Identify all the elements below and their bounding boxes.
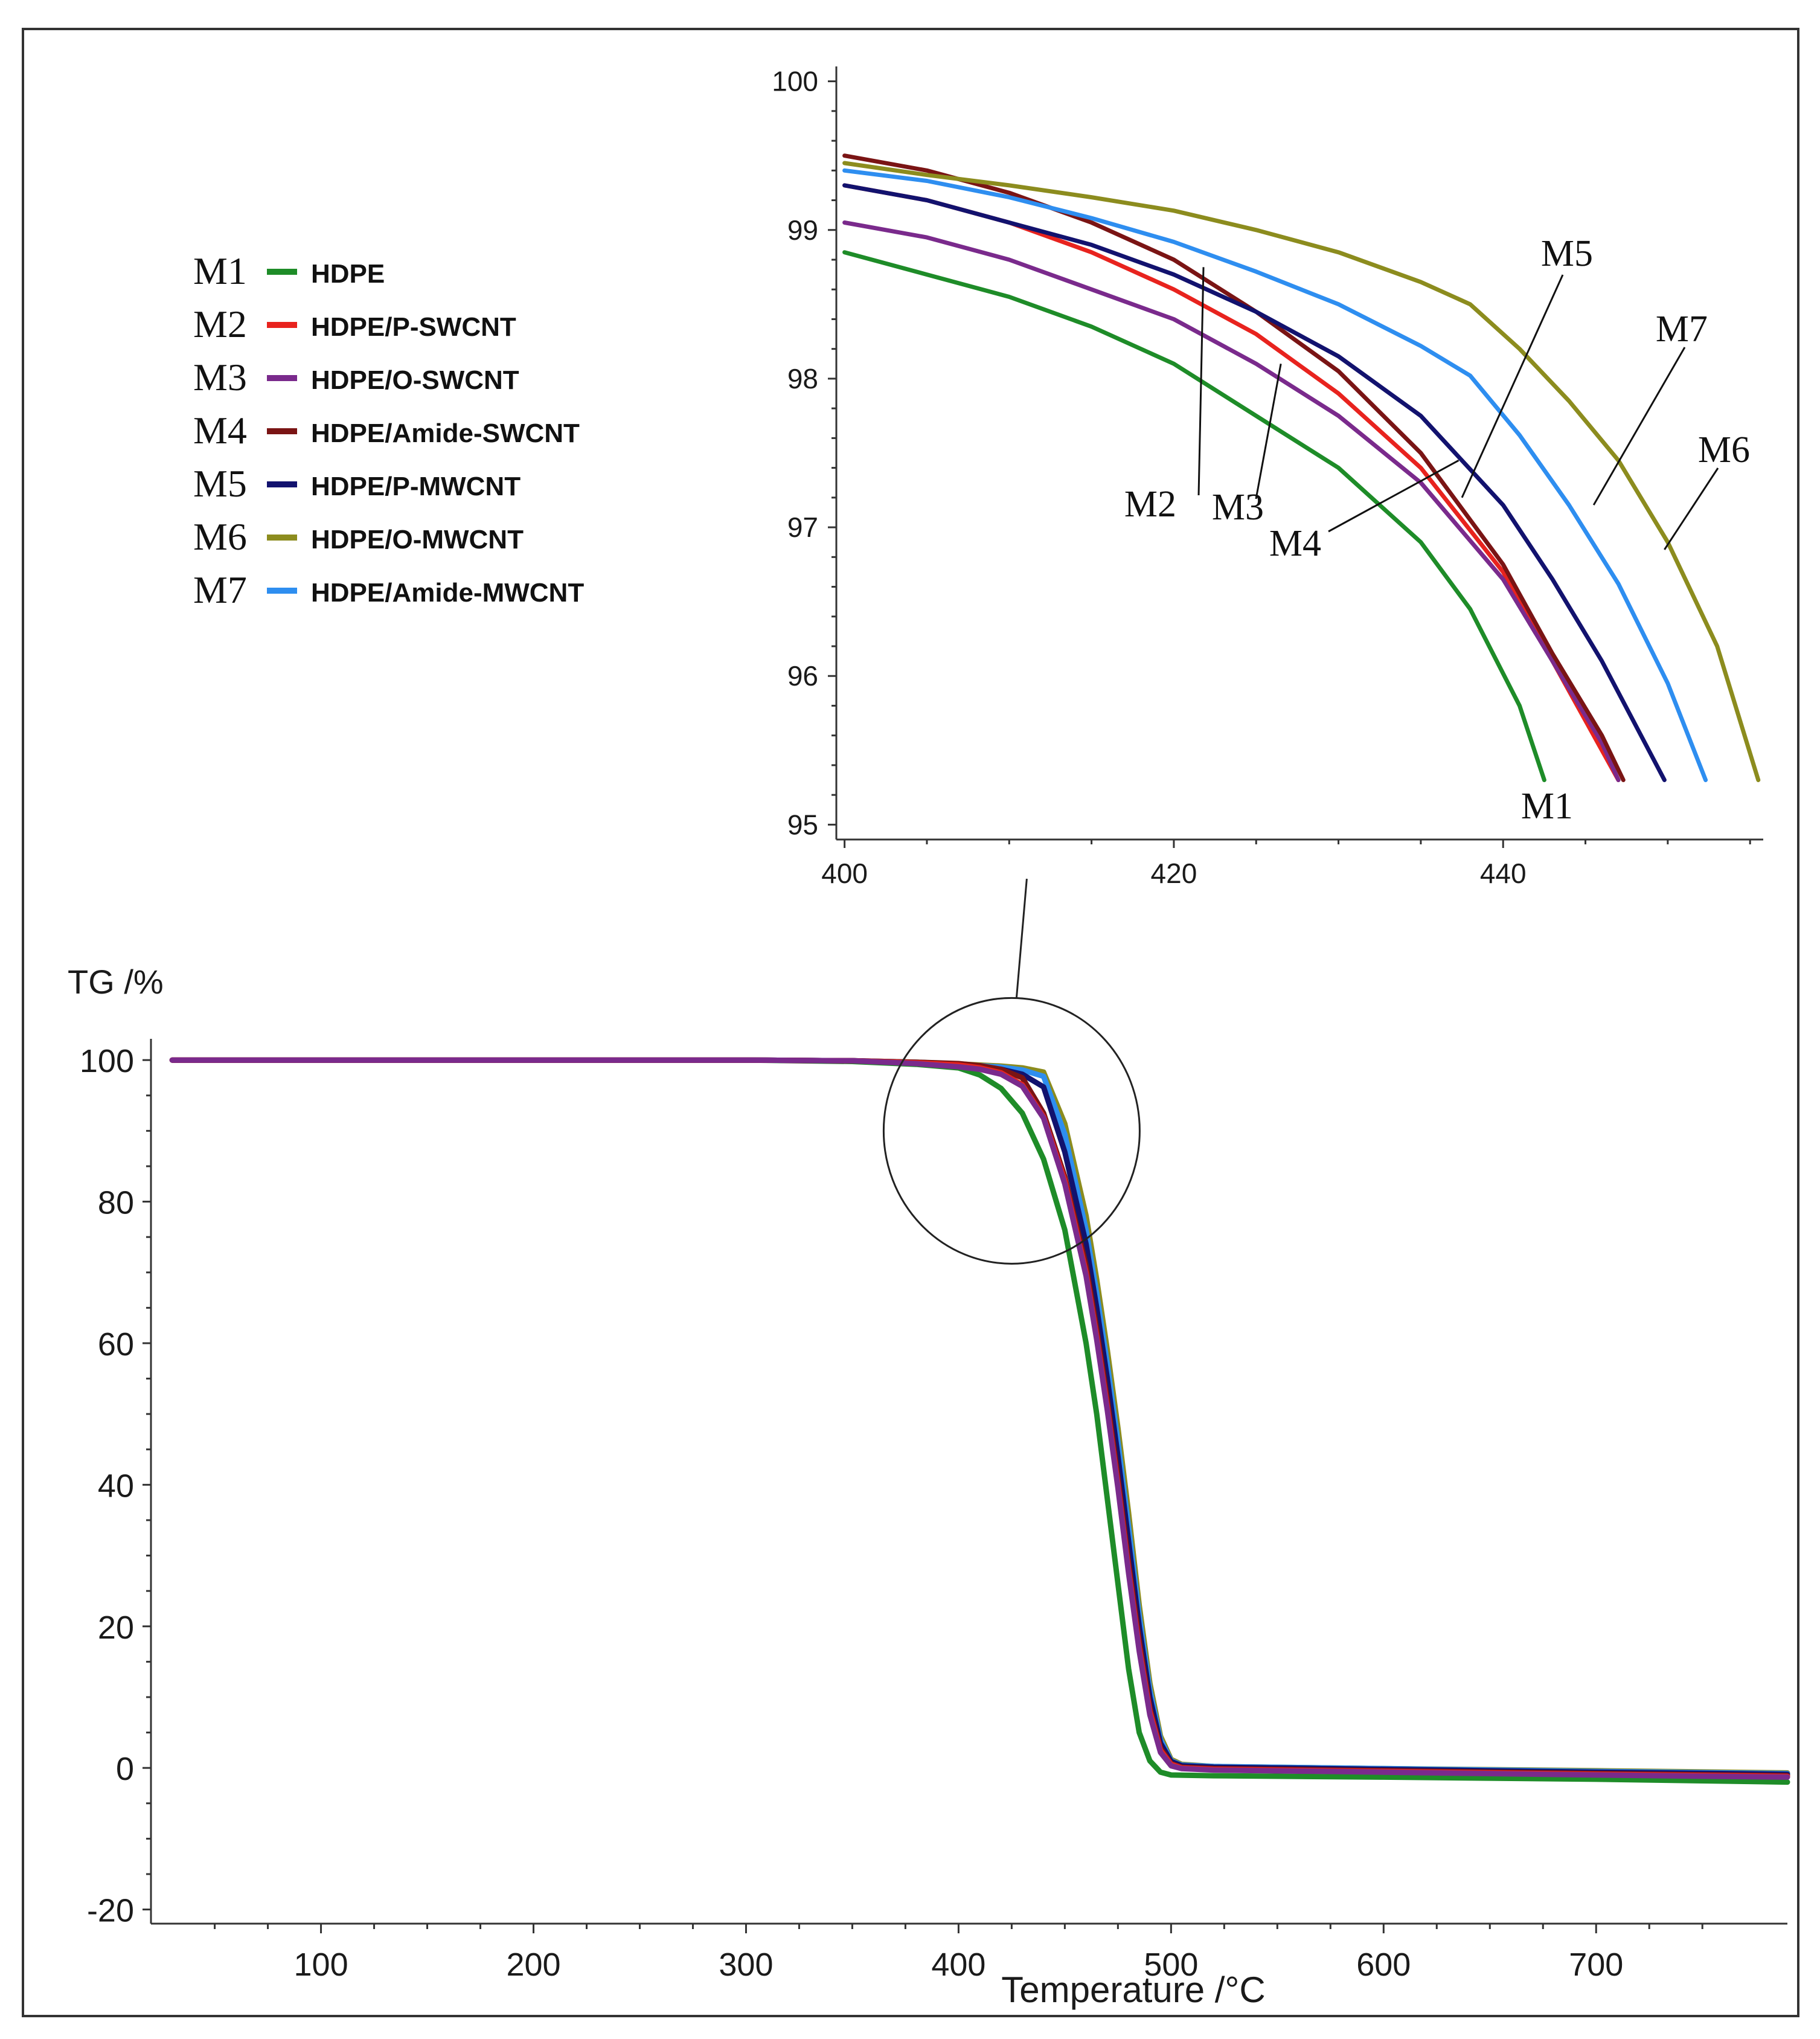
inset-callout-line-m6	[1664, 467, 1719, 550]
main-x-tick-label: 600	[1356, 1947, 1411, 1983]
inset-series-group	[842, 153, 1761, 782]
legend-key-m5: M5	[193, 462, 247, 505]
main-axes	[150, 1039, 1787, 1925]
zoom-circle	[882, 997, 1141, 1265]
legend-key-m1: M1	[193, 249, 247, 292]
figure-frame	[22, 28, 1799, 2017]
series-line-m3	[169, 1057, 1790, 1780]
main-y-tick-label: 60	[98, 1326, 134, 1363]
main-y-tick-label: 20	[98, 1610, 134, 1646]
inset-series-line-m1	[842, 250, 1546, 782]
main-x-tick-label: 300	[719, 1947, 773, 1983]
inset-axes	[835, 66, 1763, 841]
main-x-axis-label: Temperature /°C	[1001, 1970, 1266, 2010]
inset-callout-label-m3: M3	[1212, 487, 1264, 528]
main-y-tick-label: 0	[116, 1751, 134, 1787]
main-series-group	[169, 1057, 1790, 1785]
inset-y-tick-label: 99	[787, 214, 818, 246]
main-y-tick-label: 40	[98, 1468, 134, 1504]
inset-callout-label-m2: M2	[1124, 484, 1176, 525]
inset-series-line-m4	[842, 153, 1626, 782]
inset-series-line-m3	[842, 220, 1621, 782]
inset-callout-label-m5: M5	[1541, 233, 1593, 274]
main-x-tick-label: 400	[931, 1947, 985, 1983]
legend-key-m6: M6	[193, 515, 247, 558]
legend-label-m3: HDPE/O-SWCNT	[311, 365, 519, 395]
inset-callout-line-m2	[1197, 267, 1205, 496]
main-x-tick-label: 200	[506, 1947, 560, 1983]
inset-y-tick-label: 96	[787, 660, 818, 692]
inset-y-tick-label: 95	[787, 809, 818, 840]
legend-key-m4: M4	[193, 409, 247, 452]
main-y-tick-label: 80	[98, 1185, 134, 1221]
inset-callout-label-m4: M4	[1269, 523, 1321, 564]
inset-series-line-m5	[842, 183, 1667, 782]
inset-x-tick-label: 420	[1151, 858, 1197, 889]
inset-x-tick-label: 400	[821, 858, 868, 889]
legend-key-m3: M3	[193, 356, 247, 399]
zoom-callout	[882, 878, 1141, 1265]
inset-callout-line-m3	[1255, 364, 1282, 499]
inset-x-tick-label: 440	[1480, 858, 1527, 889]
inset-callout-label-m1: M1	[1521, 786, 1573, 827]
inset-callout-line-m7	[1592, 347, 1686, 506]
inset-series-line-m6	[842, 161, 1761, 782]
main-x-tick-label: 100	[294, 1947, 348, 1983]
main-y-tick-label: -20	[87, 1893, 134, 1929]
inset-y-tick-label: 98	[787, 363, 818, 394]
inset-callout-line-m4	[1328, 459, 1460, 533]
zoom-connector-line	[1015, 878, 1028, 998]
legend-key-m7: M7	[193, 568, 247, 611]
inset-y-tick-label: 97	[787, 512, 818, 543]
legend-label-m5: HDPE/P-MWCNT	[311, 472, 521, 501]
inset-y-tick-label: 100	[772, 66, 818, 97]
main-x-tick-label: 500	[1144, 1947, 1198, 1983]
legend-label-m1: HDPE	[311, 259, 385, 289]
legend: M1 HDPE M2 HDPE/P-SWCNT M3 HDPE/O-SWCNT M4 HDPE…	[193, 249, 584, 611]
inset-callout-label-m7: M7	[1656, 309, 1708, 350]
legend-label-m4: HDPE/Amide-SWCNT	[311, 419, 580, 448]
main-y-tick-label: 100	[80, 1043, 134, 1079]
inset-series-line-m7	[842, 168, 1708, 782]
main-y-axis-label: TG /%	[68, 963, 164, 1001]
main-x-tick-label: 700	[1569, 1947, 1623, 1983]
legend-label-m2: HDPE/P-SWCNT	[311, 312, 516, 342]
inset-callout-label-m6: M6	[1698, 429, 1750, 470]
legend-label-m7: HDPE/Amide-MWCNT	[311, 578, 584, 608]
inset-callout-line-m5	[1461, 274, 1564, 498]
legend-key-m2: M2	[193, 303, 247, 345]
legend-label-m6: HDPE/O-MWCNT	[311, 525, 524, 554]
